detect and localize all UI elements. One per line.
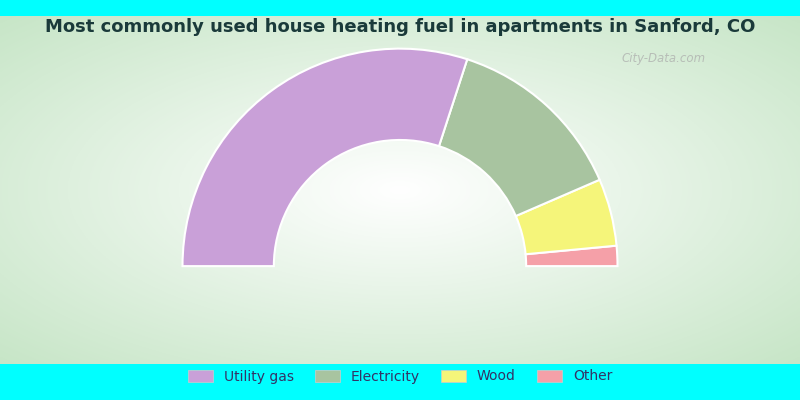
Wedge shape	[516, 180, 617, 254]
Wedge shape	[526, 246, 618, 266]
Text: Most commonly used house heating fuel in apartments in Sanford, CO: Most commonly used house heating fuel in…	[45, 18, 755, 36]
Wedge shape	[182, 49, 467, 266]
Legend: Utility gas, Electricity, Wood, Other: Utility gas, Electricity, Wood, Other	[182, 364, 618, 389]
Wedge shape	[439, 59, 600, 216]
Text: City-Data.com: City-Data.com	[622, 52, 706, 65]
